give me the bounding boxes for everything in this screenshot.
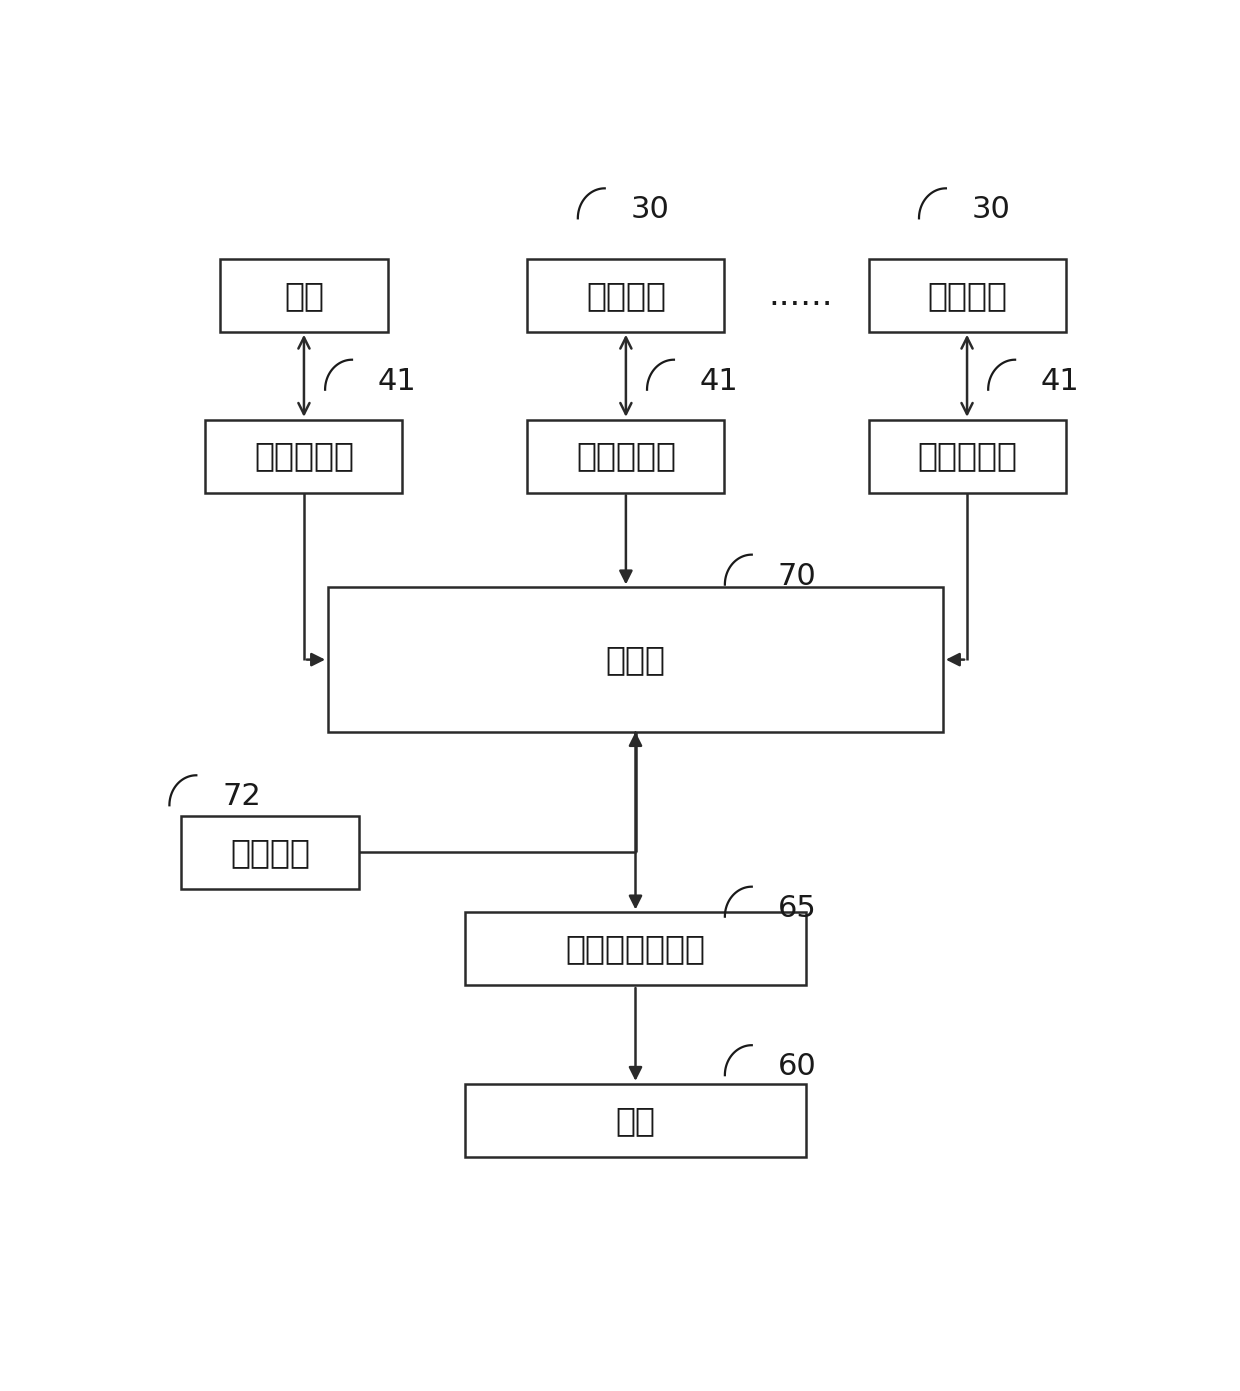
Bar (327, 587, 944, 732)
Bar (465, 1084, 806, 1156)
Text: 智能能量阀: 智能能量阀 (575, 440, 676, 473)
Text: 控制器: 控制器 (605, 643, 666, 676)
Text: 70: 70 (777, 562, 816, 591)
Text: 30: 30 (972, 195, 1011, 224)
Text: 72: 72 (222, 782, 260, 811)
Text: 60: 60 (777, 1052, 816, 1081)
Text: 空调末端: 空调末端 (585, 280, 666, 312)
Text: 空调末端: 空调末端 (928, 280, 1007, 312)
Text: 水泵: 水泵 (615, 1103, 656, 1136)
Text: 65: 65 (777, 893, 816, 922)
Bar (868, 259, 1065, 332)
Text: 支管: 支管 (284, 280, 324, 312)
Text: 30: 30 (631, 195, 670, 224)
Bar (465, 912, 806, 985)
Text: 泵组变频控制器: 泵组变频控制器 (565, 932, 706, 965)
Text: 定时单元: 定时单元 (231, 836, 310, 869)
Bar (219, 259, 388, 332)
Text: 智能能量阀: 智能能量阀 (254, 440, 353, 473)
Text: 智能能量阀: 智能能量阀 (918, 440, 1017, 473)
Text: 41: 41 (378, 367, 417, 395)
Bar (527, 420, 724, 492)
Text: ......: ...... (769, 280, 833, 312)
Text: 41: 41 (699, 367, 739, 395)
Bar (527, 259, 724, 332)
Bar (868, 420, 1065, 492)
Bar (206, 420, 403, 492)
Text: 41: 41 (1042, 367, 1080, 395)
Bar (181, 817, 360, 889)
